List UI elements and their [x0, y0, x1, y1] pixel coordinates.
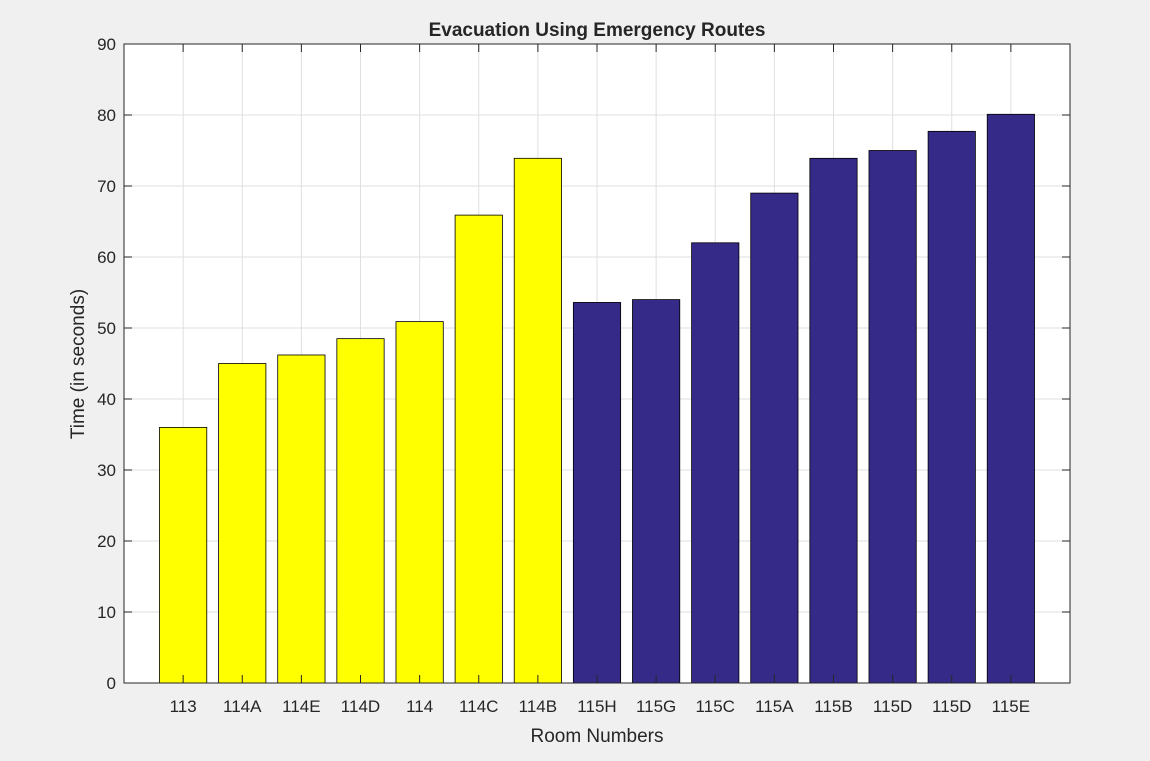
x-axis-label: Room Numbers	[530, 726, 663, 747]
y-tick-label: 20	[97, 532, 116, 551]
x-tick-label: 114	[406, 697, 433, 716]
y-tick-label: 30	[97, 461, 116, 480]
bar-115e	[986, 113, 1035, 684]
x-tick-label: 114A	[223, 697, 262, 716]
x-tick-label: 115D	[932, 697, 971, 716]
bar-114a	[218, 363, 267, 684]
x-tick-label: 115B	[814, 697, 852, 716]
y-tick-label: 70	[97, 177, 116, 196]
bar-115c	[691, 242, 740, 684]
x-axis-ticks: 113 114A 114E 114D 114 114C 114B 115H 115G 115C 11…	[170, 44, 1030, 716]
bar-114c	[454, 214, 503, 684]
bar-114e	[277, 354, 326, 684]
y-tick-label: 0	[107, 674, 116, 693]
x-tick-label: 114C	[459, 697, 498, 716]
chart-title: Evacuation Using Emergency Routes	[429, 20, 766, 41]
y-tick-label: 80	[97, 106, 116, 125]
bar-115b	[809, 157, 858, 684]
y-axis-label: Time (in seconds)	[68, 289, 89, 439]
x-tick-label: 115H	[577, 697, 616, 716]
x-tick-label: 115C	[696, 697, 735, 716]
x-tick-label: 115A	[755, 697, 794, 716]
x-tick-label: 114B	[519, 697, 557, 716]
x-tick-label: 113	[170, 697, 197, 716]
y-tick-label: 50	[97, 319, 116, 338]
bar-115d	[868, 150, 917, 684]
x-tick-label: 115G	[636, 697, 676, 716]
bar-115g	[632, 299, 681, 684]
bar-114b	[513, 157, 562, 684]
y-tick-label: 60	[97, 248, 116, 267]
x-tick-label: 115D	[873, 697, 912, 716]
bars	[159, 113, 1035, 684]
bar-114d	[336, 338, 385, 684]
y-axis-ticks: 0 10 20 30 40 50 60 70 80 90	[97, 35, 1070, 693]
bar-113	[159, 426, 208, 684]
x-tick-label: 114E	[282, 697, 320, 716]
y-tick-label: 40	[97, 390, 116, 409]
x-tick-label: 115E	[992, 697, 1030, 716]
bar-114	[395, 321, 444, 684]
bar-115d	[927, 130, 976, 684]
bar-115h	[572, 302, 622, 684]
y-tick-label: 10	[97, 603, 116, 622]
y-tick-label: 90	[97, 35, 116, 54]
bar-115a	[750, 192, 799, 684]
x-tick-label: 114D	[341, 697, 380, 716]
